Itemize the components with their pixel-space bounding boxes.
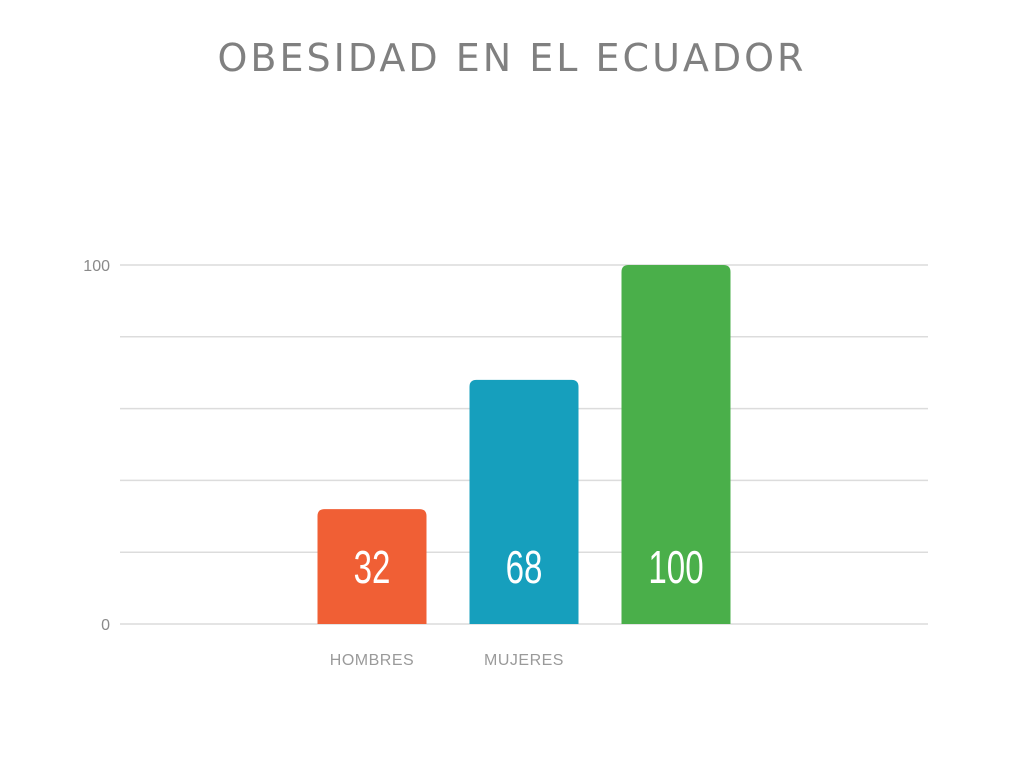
category-labels: HOMBRES MUJERES: [330, 652, 564, 669]
chart-title: OBESIDAD EN EL ECUADOR: [217, 36, 807, 80]
bar-value-label: 100: [648, 543, 703, 593]
bar-3: [621, 265, 731, 624]
category-label: MUJERES: [484, 652, 564, 669]
bar-1: [317, 509, 427, 624]
bar-value-label: 68: [506, 543, 543, 593]
y-tick-label: 100: [83, 258, 110, 275]
y-axis-ticks: 0 100: [83, 258, 110, 634]
y-tick-label: 0: [101, 617, 110, 634]
category-label: HOMBRES: [330, 652, 414, 669]
bar-2: [469, 379, 579, 624]
data-labels: 32 68 100: [354, 543, 704, 593]
bar-value-label: 32: [354, 543, 391, 593]
bars: [317, 265, 731, 624]
